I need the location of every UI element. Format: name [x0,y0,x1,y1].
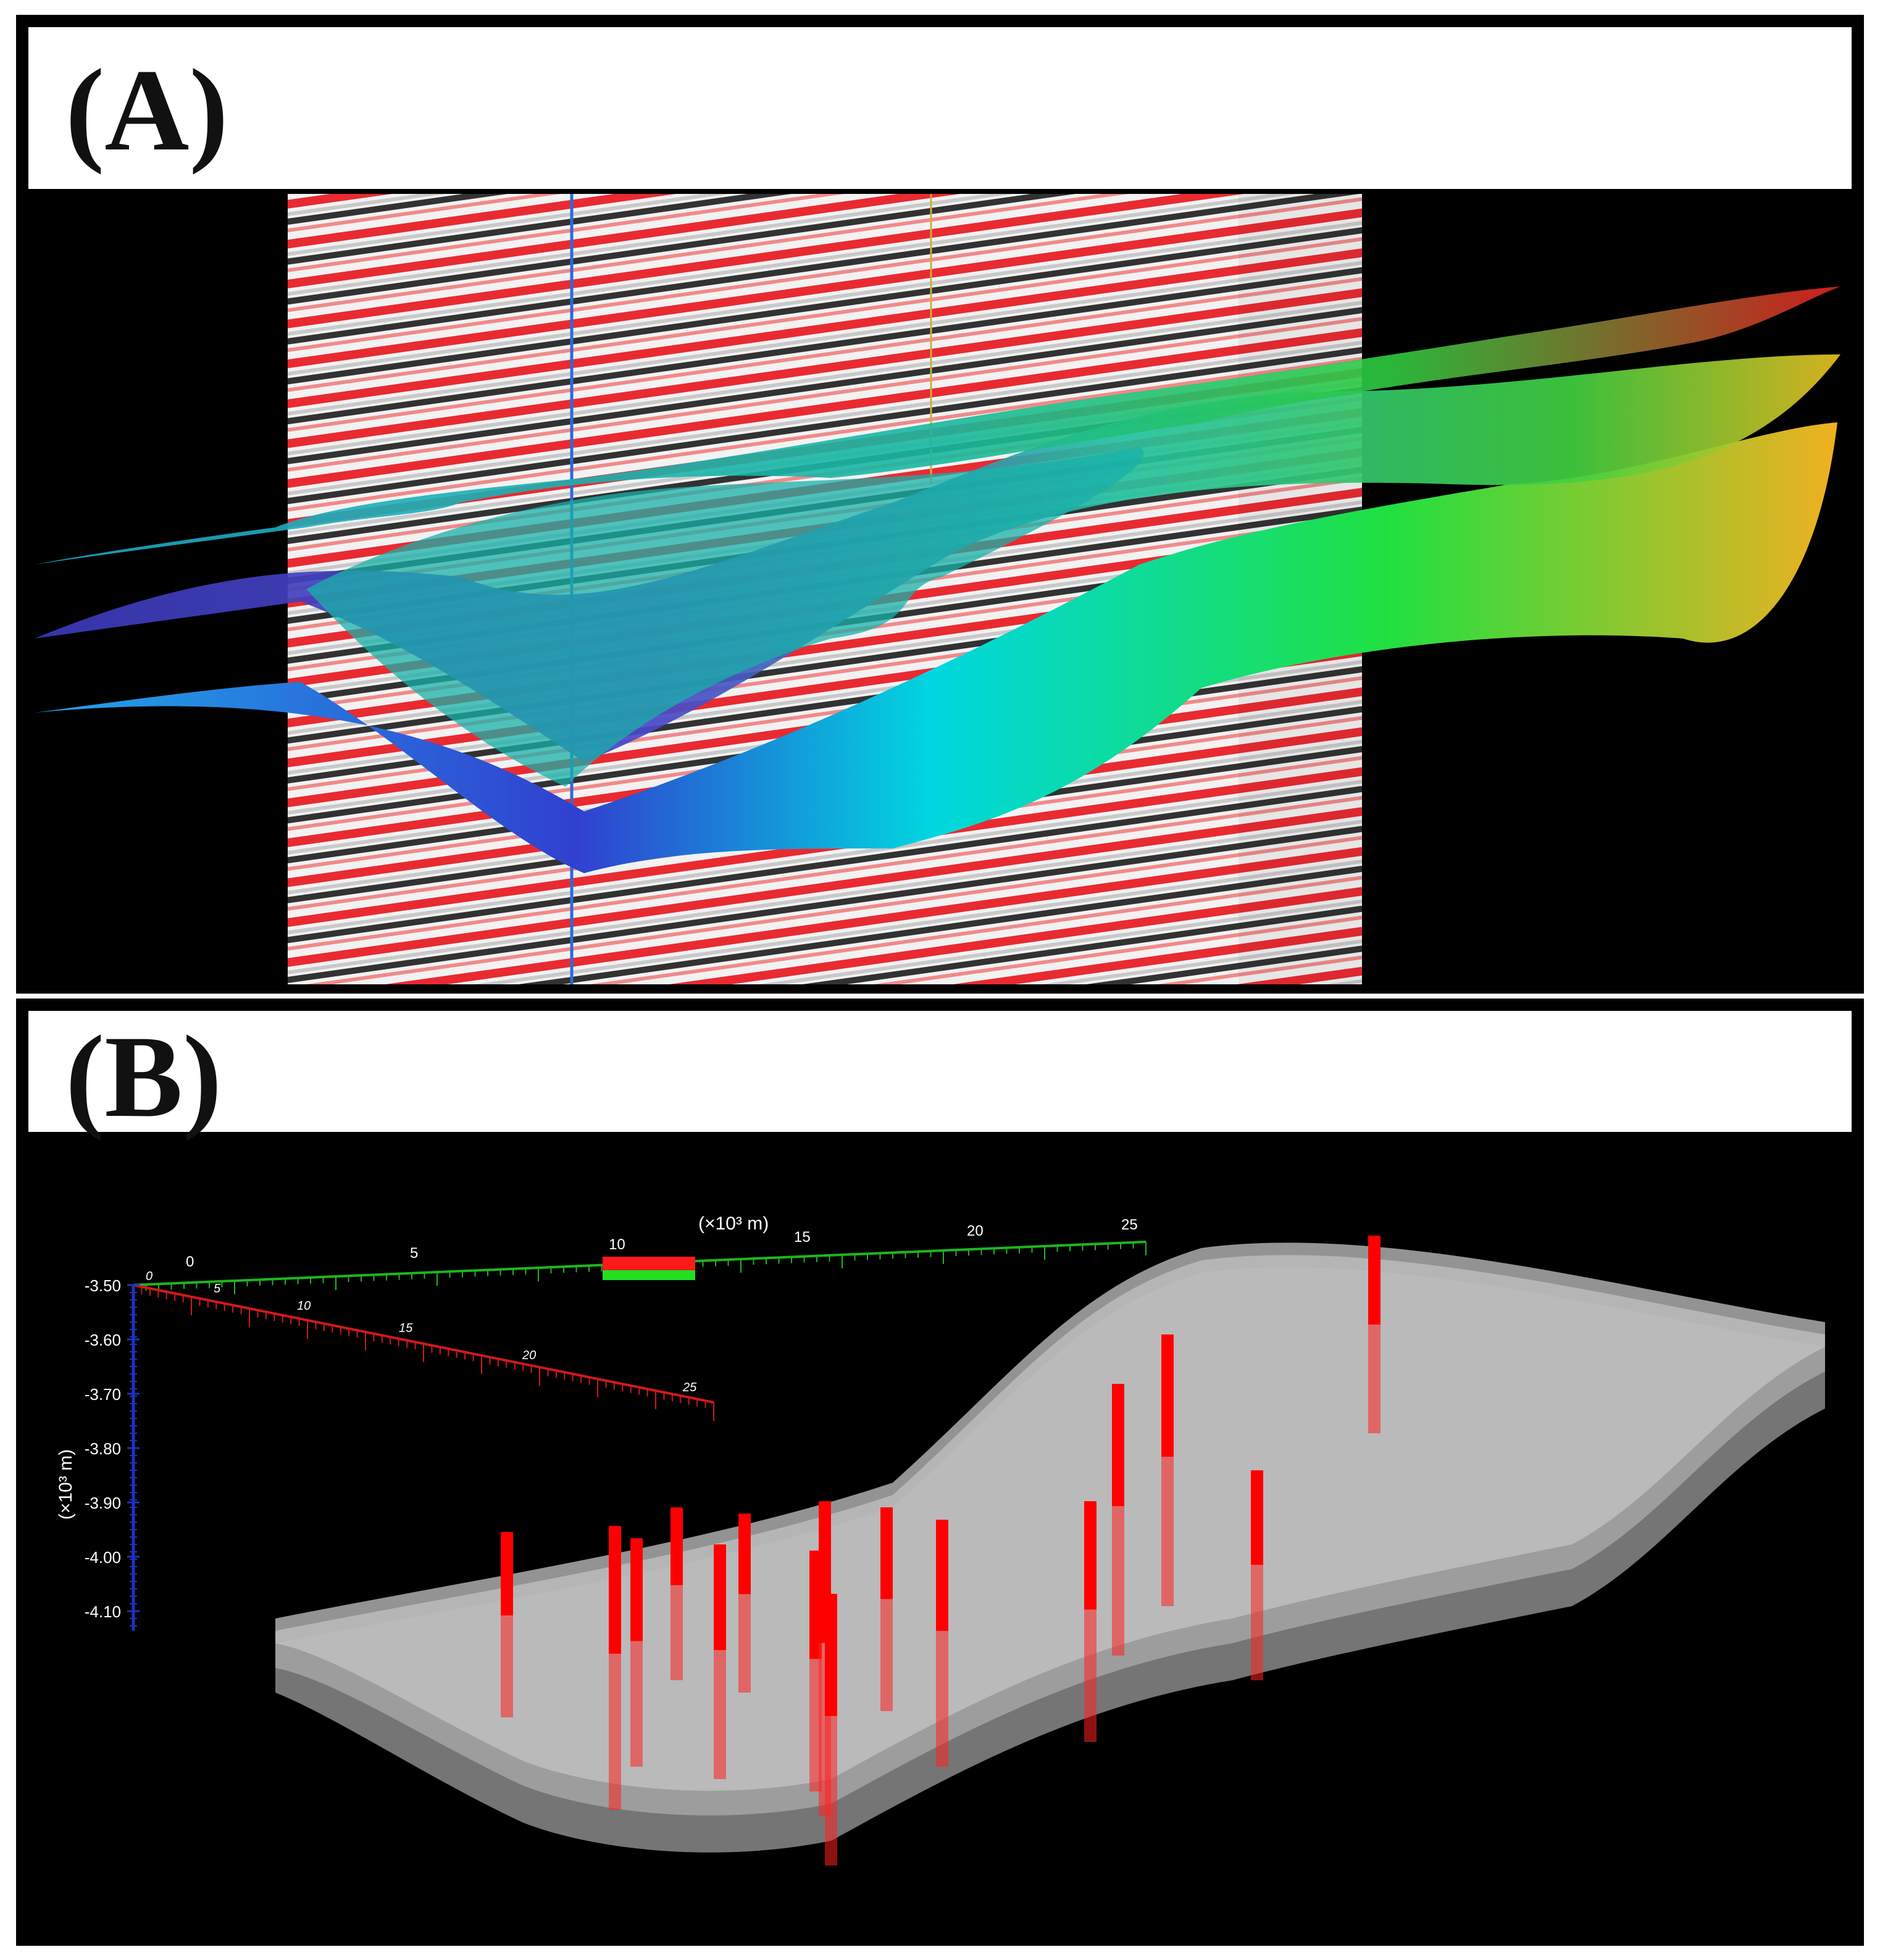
z-tick-label: -3.60 [85,1331,121,1349]
panel-a-scene [35,194,1840,984]
axes-3d: (×10³ m) 0 5 10 15 20 25 0 5 10 15 20 25 [56,1213,1147,1631]
vertical-well-bars [501,1236,1381,1866]
x-tick-10: 10 [609,1236,625,1253]
y-axis-ticks [133,1285,714,1421]
well-bar [609,1526,621,1654]
well-bar-subsurface [1112,1506,1124,1656]
z-tick-label: -3.80 [85,1439,121,1458]
well-bar-subsurface [501,1615,513,1717]
y-tick-10: 10 [297,1299,311,1313]
y-tick-25: 25 [682,1381,697,1394]
well-bar-subsurface [609,1654,621,1810]
well-bar-subsurface [1161,1457,1174,1606]
horizon-top [35,287,1840,564]
panel-b-label-bar [28,1011,1852,1132]
z-axis-unit: (×10³ m) [56,1449,76,1520]
panel-a-label: (A) [65,46,228,175]
horizon-bottom [35,422,1837,873]
well-bar-subsurface [671,1585,683,1680]
z-tick-label: -3.50 [85,1276,121,1295]
x-tick-0: 0 [186,1254,194,1270]
well-bar [714,1544,726,1650]
z-tick-label: -4.10 [85,1602,121,1621]
well-bar [1251,1470,1263,1565]
reservoir-layer-top [275,1242,1825,1791]
well-bar [936,1520,948,1631]
well-bar-subsurface [936,1631,948,1767]
well-bar-subsurface [714,1650,726,1779]
y-tick-15: 15 [399,1321,413,1335]
panel-a: (A) [16,15,1864,994]
x-axis-ticks [133,1242,1147,1299]
well-bar-subsurface [1251,1565,1263,1680]
well-bar [1161,1334,1174,1457]
well-bar [1112,1384,1124,1506]
panel-b-scene: (×10³ m) 0 5 10 15 20 25 0 5 10 15 20 25 [56,1213,1825,1866]
well-bar [630,1538,643,1641]
well-bar-subsurface [1084,1609,1097,1742]
well-bar [671,1507,683,1585]
well-bar [738,1514,751,1594]
panel-a-label-bar [28,27,1852,189]
z-axis-ticks: -3.50 -3.60 -3.70 -3.80 -3.90 -4.00 -4.10 [85,1276,140,1627]
translucent-reservoir-layers [275,1242,1825,1853]
well-bar-subsurface [880,1599,893,1711]
y-tick-20: 20 [522,1349,536,1362]
well-bar [880,1507,893,1599]
scale-bar-green [603,1270,695,1280]
well-bar [1368,1236,1381,1325]
x-tick-20: 20 [967,1223,984,1239]
well-bar-subsurface [630,1641,643,1767]
x-tick-15: 15 [794,1229,811,1246]
z-tick-label: -4.00 [85,1548,121,1567]
x-tick-5: 5 [410,1245,418,1262]
horizon-top-overlay [306,447,1144,787]
well-bar [825,1594,837,1716]
colored-horizon-surfaces [35,287,1840,873]
z-tick-label: -3.70 [85,1385,121,1404]
x-tick-25: 25 [1121,1217,1138,1233]
well-bar-subsurface [825,1716,837,1866]
well-bar [1084,1501,1097,1610]
z-tick-label: -3.90 [85,1494,121,1512]
y-tick-0: 0 [146,1270,152,1283]
panel-b: (B) (×10³ m) 0 5 10 15 20 25 [16,999,1864,1946]
scale-bar-red [603,1257,695,1270]
panel-b-label: (B) [65,1012,222,1142]
well-bar [501,1532,513,1615]
well-bar-subsurface [738,1594,751,1693]
x-axis-unit: (×10³ m) [698,1213,769,1234]
well-bar-subsurface [1368,1325,1381,1433]
y-tick-5: 5 [214,1282,221,1296]
